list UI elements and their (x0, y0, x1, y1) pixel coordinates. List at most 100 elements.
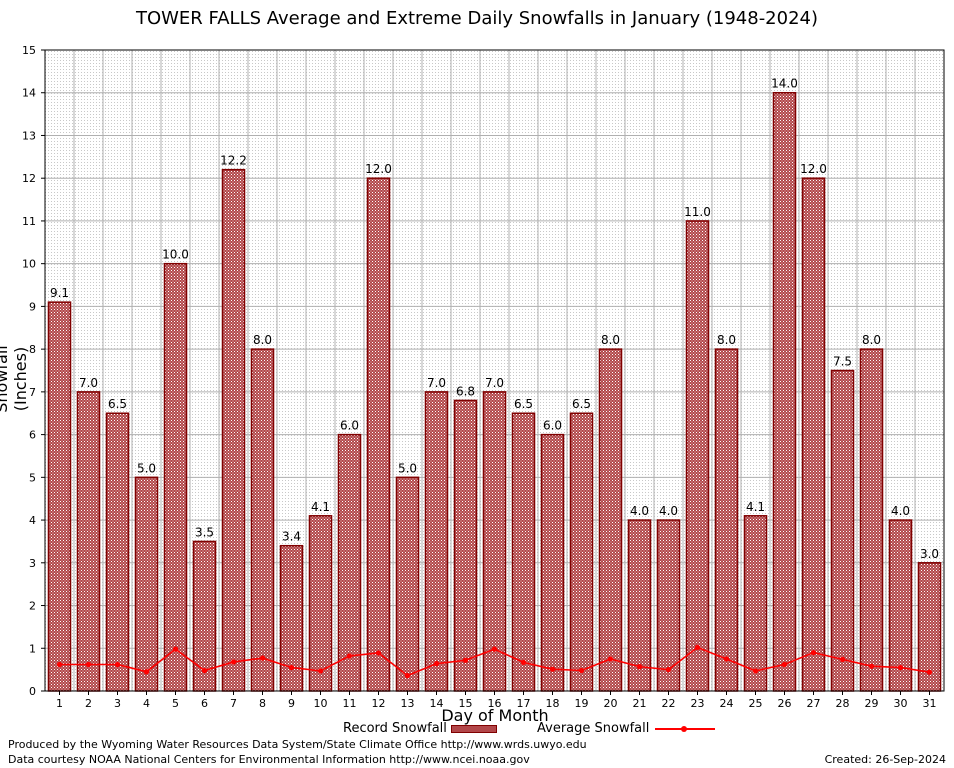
x-tick-label: 10 (314, 697, 328, 710)
average-point (897, 664, 904, 671)
average-point (868, 663, 875, 669)
average-point (288, 664, 295, 671)
bar-value-label: 14.0 (771, 77, 798, 91)
average-point (694, 644, 701, 651)
x-tick-label: 14 (430, 697, 444, 710)
average-point (201, 667, 208, 674)
record-bar (801, 177, 826, 692)
average-point (433, 661, 440, 667)
x-tick-label: 13 (401, 697, 415, 710)
chart-title: TOWER FALLS Average and Extreme Daily Sn… (135, 8, 819, 29)
bar-value-label: 7.0 (485, 376, 504, 390)
average-point (752, 668, 759, 674)
record-bar (569, 412, 594, 692)
record-bar (105, 412, 130, 692)
x-tick-label: 11 (343, 697, 357, 710)
y-tick-label: 5 (29, 471, 36, 484)
average-point (317, 668, 324, 674)
average-point (578, 667, 585, 674)
bar-value-label: 7.0 (79, 376, 98, 390)
average-point (404, 673, 411, 679)
average-point (549, 666, 556, 672)
x-tick-label: 26 (778, 697, 792, 710)
x-tick-label: 27 (807, 697, 821, 710)
y-tick-label: 9 (29, 300, 36, 313)
average-point (723, 656, 730, 662)
average-point (114, 661, 121, 668)
legend-record-swatch (450, 724, 497, 733)
x-tick-label: 25 (749, 697, 763, 710)
y-tick-label: 7 (29, 386, 36, 399)
average-point (346, 653, 353, 659)
y-tick-label: 13 (22, 129, 36, 142)
record-bar (598, 348, 623, 692)
average-point (636, 664, 643, 670)
record-bar (685, 220, 710, 692)
record-bar (772, 91, 797, 692)
x-tick-label: 18 (546, 697, 560, 710)
x-axis-label: Day of Month (441, 706, 549, 725)
bar-value-label: 8.0 (253, 333, 272, 347)
record-bar (482, 391, 507, 692)
bar-value-label: 8.0 (601, 333, 620, 347)
legend-record-label: Record Snowfall (343, 721, 447, 736)
average-point (56, 661, 63, 668)
x-tick-label: 30 (894, 697, 908, 710)
x-tick-label: 17 (517, 697, 531, 710)
x-tick-label: 1 (56, 697, 63, 710)
record-bar (134, 476, 159, 692)
bar-value-label: 11.0 (684, 205, 711, 219)
x-tick-label: 9 (288, 697, 295, 710)
legend-average-swatch (655, 724, 716, 734)
legend-average-label: Average Snowfall (537, 721, 650, 736)
average-point (665, 667, 672, 673)
bar-value-label: 6.5 (108, 397, 127, 411)
record-bar (424, 391, 449, 692)
bar-value-label: 12.0 (800, 162, 827, 176)
average-point (143, 669, 150, 675)
x-tick-label: 20 (604, 697, 618, 710)
record-bar (250, 348, 275, 692)
x-tick-label: 23 (691, 697, 705, 710)
record-bar (743, 515, 768, 692)
y-axis-label: Snowfall (Inches) (0, 345, 30, 413)
bar-value-label: 6.5 (514, 397, 533, 411)
bar-value-label: 4.1 (746, 500, 765, 514)
average-point (491, 646, 498, 652)
bar-value-label: 8.0 (862, 333, 881, 347)
x-tick-label: 6 (201, 697, 208, 710)
record-bar (337, 433, 362, 692)
x-tick-label: 22 (662, 697, 676, 710)
record-bar (511, 412, 536, 692)
credit-line-1: Produced by the Wyoming Water Resources … (8, 738, 587, 751)
average-point (462, 657, 469, 663)
average-point (230, 659, 237, 665)
bar-value-label: 6.8 (456, 384, 475, 398)
average-point (607, 656, 614, 662)
y-tick-label: 15 (22, 44, 36, 57)
record-bar (453, 399, 478, 692)
bar-value-label: 5.0 (398, 461, 417, 475)
bar-value-label: 5.0 (137, 461, 156, 475)
y-tick-label: 8 (29, 343, 36, 356)
average-point (926, 669, 933, 675)
bar-value-label: 4.0 (630, 504, 649, 518)
record-bar (859, 348, 884, 692)
record-bar (714, 348, 739, 692)
y-tick-label: 2 (29, 600, 36, 613)
bar-value-label: 12.2 (220, 154, 247, 168)
y-tick-label: 4 (29, 514, 36, 527)
bar-value-label: 4.1 (311, 500, 330, 514)
y-tick-label: 6 (29, 429, 36, 442)
x-tick-label: 3 (114, 697, 121, 710)
x-tick-label: 19 (575, 697, 589, 710)
x-tick-label: 28 (836, 697, 850, 710)
bar-value-label: 6.0 (543, 419, 562, 433)
record-bar (366, 177, 391, 692)
x-tick-label: 8 (259, 697, 266, 710)
legend-average: Average Snowfall (537, 721, 716, 736)
record-bar (308, 515, 333, 692)
average-point (839, 656, 846, 662)
record-bar (163, 262, 188, 692)
